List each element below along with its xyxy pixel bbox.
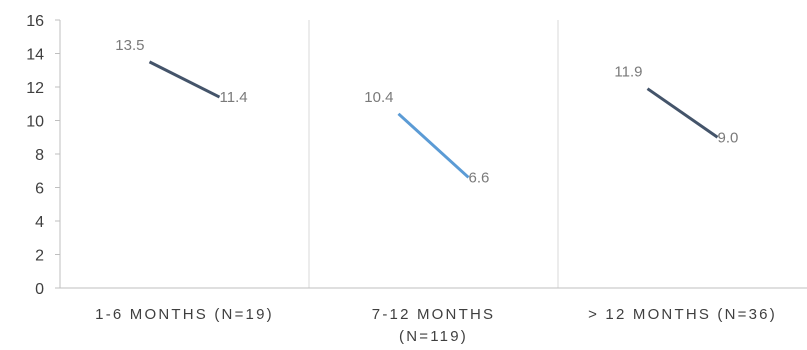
data-labels: 13.5 11.4 10.4 6.6 11.9 9.0 xyxy=(115,37,738,187)
y-tick-label: 2 xyxy=(35,248,44,265)
axes xyxy=(59,20,807,289)
series-segment-2 xyxy=(397,112,470,179)
gridlines xyxy=(308,20,559,288)
y-tick-label: 14 xyxy=(26,47,44,64)
y-tick-label: 10 xyxy=(26,114,44,131)
y-tick-label: 0 xyxy=(35,281,44,298)
data-label-end-2: 6.6 xyxy=(469,169,490,186)
x-category-label-1: 1-6 MONTHS (N=19) xyxy=(95,306,274,323)
data-label-start-3: 11.9 xyxy=(614,64,642,81)
x-category-label-3: > 12 MONTHS (N=36) xyxy=(588,306,777,323)
x-category-labels: 1-6 MONTHS (N=19) 7-12 MONTHS (N=119) > 12 … xyxy=(95,306,777,345)
series-segments xyxy=(148,60,719,179)
x-category-label-2-line-2: (N=119) xyxy=(399,328,468,345)
y-tick-label: 4 xyxy=(35,214,44,231)
y-tick-label: 16 xyxy=(26,13,44,30)
y-tick-label: 8 xyxy=(35,147,44,164)
y-tick-label: 12 xyxy=(26,80,44,97)
x-category-label-2-line-1: 7-12 MONTHS xyxy=(372,306,495,323)
data-label-end-3: 9.0 xyxy=(718,129,739,146)
y-tick-labels: 0 2 4 6 8 10 12 14 16 xyxy=(26,13,60,298)
series-segment-1 xyxy=(148,60,221,99)
data-label-end-1: 11.4 xyxy=(220,89,248,106)
data-label-start-2: 10.4 xyxy=(364,89,393,106)
series-segment-3 xyxy=(646,87,719,139)
data-label-start-1: 13.5 xyxy=(115,37,144,54)
y-tick-label: 6 xyxy=(35,181,44,198)
